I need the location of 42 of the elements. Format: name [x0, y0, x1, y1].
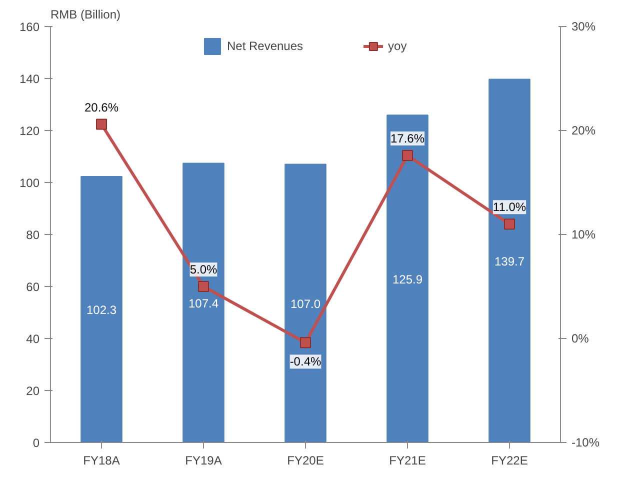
- legend-label: yoy: [388, 39, 408, 53]
- y-tick-label: 60: [26, 280, 40, 294]
- y-tick-label: 140: [19, 72, 40, 86]
- y-tick-label: 40: [26, 332, 40, 346]
- y2-tick-label: 0%: [572, 332, 590, 346]
- data-label: 102.3: [86, 303, 117, 318]
- bar: [284, 164, 326, 442]
- y2-tick-label: 20%: [572, 124, 596, 138]
- bar: [386, 114, 428, 442]
- data-label: 139.7: [494, 254, 525, 268]
- y-axis-title: RMB (Billion): [50, 8, 121, 22]
- x-tick-label: FY20E: [287, 454, 324, 468]
- y2-tick-label: 10%: [572, 228, 596, 242]
- data-label: 17.6%: [390, 131, 425, 146]
- data-label: 125.9: [392, 272, 423, 286]
- x-tick-label: FY19A: [185, 454, 222, 468]
- y2-tick-label: 30%: [572, 20, 596, 34]
- y-tick-label: 160: [19, 20, 40, 34]
- bar: [182, 162, 224, 442]
- data-label: 107.4: [188, 296, 219, 310]
- data-label: 20.6%: [84, 100, 119, 114]
- point: [402, 150, 413, 161]
- point: [504, 218, 515, 230]
- x-tick-label: FY21E: [389, 454, 426, 468]
- data-label: 107.0: [290, 296, 321, 311]
- y-tick-label: 100: [19, 176, 40, 190]
- bar: [488, 78, 530, 442]
- y-tick-label: 0: [32, 436, 40, 450]
- legend-label: Net Revenues: [226, 39, 304, 53]
- point: [300, 337, 311, 348]
- x-tick-label: FY22E: [491, 454, 528, 468]
- y-tick-label: 120: [19, 124, 40, 138]
- bar: [80, 176, 122, 442]
- point: [96, 118, 107, 130]
- data-label: 11.0%: [492, 200, 526, 214]
- point: [198, 281, 209, 292]
- y2-tick-label: -10%: [572, 436, 600, 450]
- data-label: -0.4%: [290, 354, 322, 369]
- data-label: 5.0%: [190, 262, 218, 276]
- x-tick-label: FY18A: [83, 454, 120, 468]
- y-tick-label: 80: [26, 228, 40, 242]
- y-tick-label: 20: [26, 384, 40, 398]
